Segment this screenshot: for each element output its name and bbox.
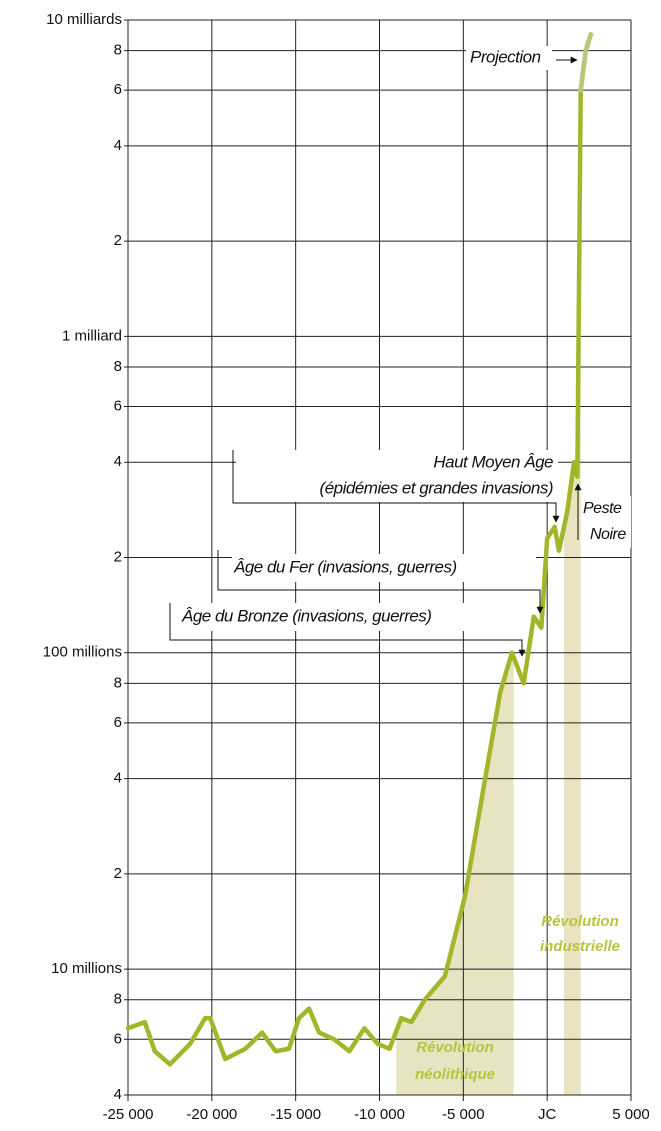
annotation-bg <box>236 450 558 502</box>
band-label: Révolution <box>541 913 619 930</box>
x-tick-label: -20 000 <box>186 1106 237 1123</box>
y-tick-label: 8 <box>114 674 122 691</box>
annotations: Projection Haut Moyen Âge (épidémies et … <box>169 46 631 657</box>
y-tick-label: 100 millions <box>43 644 122 661</box>
y-tick-label: 2 <box>114 548 122 565</box>
y-tick-label: 10 millions <box>51 960 122 977</box>
annotation-bg <box>466 46 552 70</box>
y-tick-label: 6 <box>114 1030 122 1047</box>
y-tick-label: 2 <box>114 865 122 882</box>
y-tick-label: 4 <box>114 770 122 787</box>
x-tick-label: -15 000 <box>270 1106 321 1123</box>
x-tick-label: -10 000 <box>354 1106 405 1123</box>
y-tick-label: 8 <box>114 991 122 1008</box>
band-label: néolithique <box>415 1066 495 1083</box>
y-tick-label: 2 <box>114 232 122 249</box>
x-tick-label: -25 000 <box>103 1106 154 1123</box>
pointer <box>169 603 526 657</box>
y-tick-label: 4 <box>114 453 122 470</box>
x-tick-label: JC <box>538 1106 557 1123</box>
x-tick-label: 5 000 <box>612 1106 650 1123</box>
annotation: Projection <box>470 47 541 66</box>
grid: 4 6 8 10 millions 2 4 6 8 100 millions 2 4 6 8 1 mill… <box>43 11 650 1123</box>
line <box>125 87 583 1067</box>
line <box>578 31 594 93</box>
y-tick-label: 6 <box>114 714 122 731</box>
x-tick-label: -5 000 <box>442 1106 485 1123</box>
annotation: Noire <box>590 526 626 543</box>
pointer <box>217 550 544 614</box>
annotation: (épidémies et grandes invasions) <box>320 478 553 497</box>
pointer <box>232 450 560 523</box>
y-tick-label: 4 <box>114 1086 122 1103</box>
annotation-bg <box>581 496 631 548</box>
annotation: Haut Moyen Âge <box>433 452 553 471</box>
annotation: Peste <box>583 500 622 517</box>
lines <box>125 31 594 1067</box>
y-tick-label: 8 <box>114 42 122 59</box>
y-tick-label: 1 milliard <box>62 327 122 344</box>
y-tick-label: 8 <box>114 358 122 375</box>
band-label: Révolution <box>416 1039 494 1056</box>
annotation: Âge du Fer (invasions, guerres) <box>233 557 457 576</box>
annotation-bg <box>232 554 536 582</box>
annotation-bg <box>180 603 520 631</box>
y-tick-label: 6 <box>114 398 122 415</box>
y-tick-label: 6 <box>114 81 122 98</box>
y-tick-label: 10 milliards <box>46 11 122 28</box>
band-label: industrielle <box>540 938 620 955</box>
y-tick-label: 4 <box>114 137 122 154</box>
annotation: Âge du Bronze (invasions, guerres) <box>181 606 431 625</box>
